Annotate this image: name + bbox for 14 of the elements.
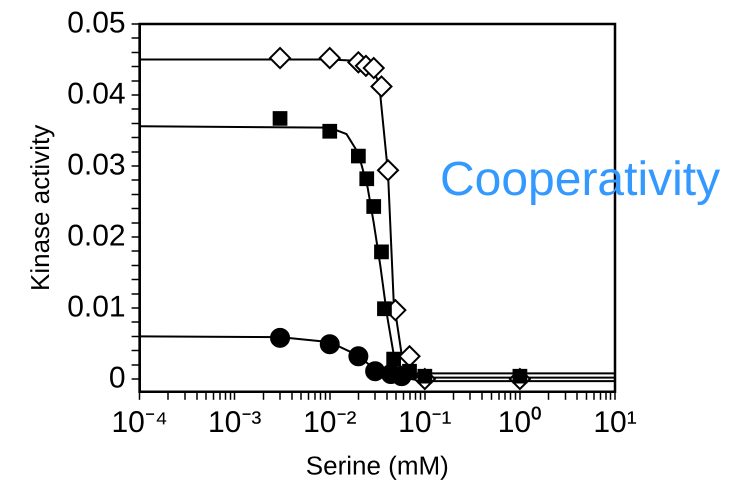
x-tick-label: 10⁻³ — [208, 406, 262, 440]
x-tick-label: 10⁰ — [498, 406, 542, 440]
y-tick-label: 0 — [108, 361, 126, 394]
y-axis-title: Kinase activity — [24, 124, 55, 291]
x-axis-title: Serine (mM) — [306, 450, 449, 481]
y-tick-label: 0.02 — [67, 219, 126, 252]
y-tick-label: 0.01 — [67, 290, 126, 324]
y-tick-label: 0.04 — [67, 77, 126, 110]
y-tick-label: 0.03 — [67, 148, 126, 182]
x-tick-label: 10⁻¹ — [398, 406, 452, 440]
x-tick-label: 10¹ — [593, 406, 637, 440]
x-tick-label: 10⁻⁴ — [111, 406, 168, 440]
y-tick-label: 0.05 — [67, 6, 126, 40]
x-tick-label: 10⁻² — [303, 406, 356, 440]
